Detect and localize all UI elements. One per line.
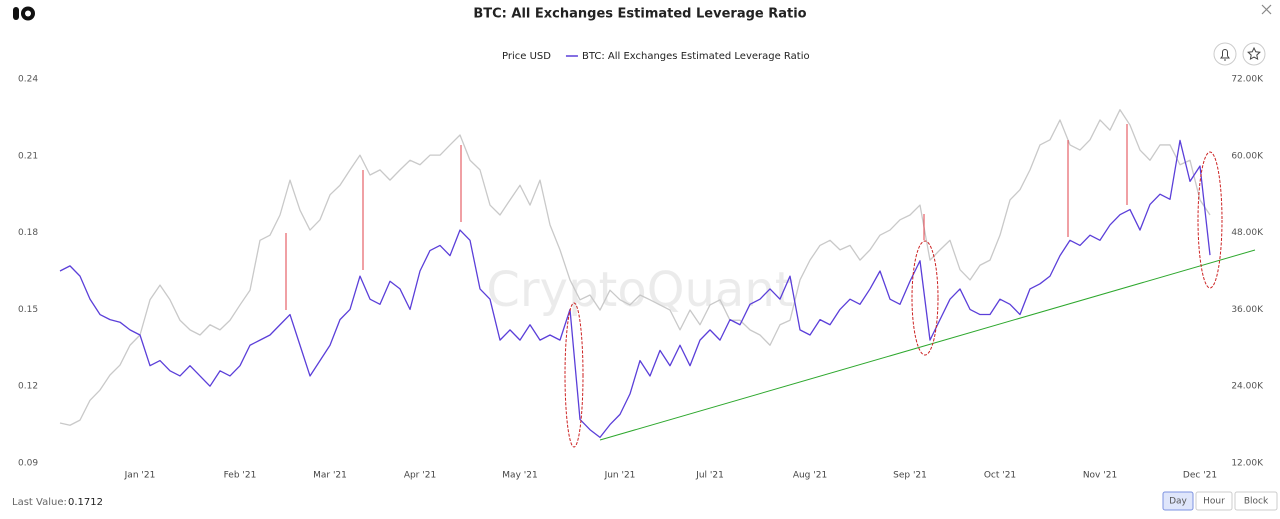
legend-entry[interactable]: Price USD [502,51,551,62]
close-icon[interactable] [1261,4,1272,15]
resolution-button[interactable] [1162,491,1194,511]
footer: Last Value: 0.1712 Day Hour Block [12,491,1278,511]
resolution-label[interactable]: Day [1169,497,1187,507]
resolution-label[interactable]: Hour [1203,497,1225,507]
y2-tick-label: 48.00K [1231,228,1264,238]
series-line [59,139,1211,439]
x-tick-label: Sep '21 [893,471,927,481]
x-tick-label: Feb '21 [224,471,257,481]
alert-button[interactable] [1213,42,1237,66]
y-tick-label: 0.09 [18,459,38,469]
highlight-ellipses [564,151,1223,448]
y2-tick-label: 36.00K [1231,305,1264,315]
watermark: CryptoQuant [486,262,793,318]
y2-tick-label: 24.00K [1231,382,1264,392]
plot-area: 0.09 0.12 0.15 0.18 0.21 0.24 12.00K 24.00K 36.0… [18,75,1264,481]
y-tick-label: 0.15 [18,305,38,315]
x-tick-label: Jun '21 [604,471,636,481]
x-tick-label: Aug '21 [793,471,827,481]
resolution-button[interactable] [1195,491,1233,511]
y-tick-label: 0.21 [18,151,38,161]
y-tick-label: 0.18 [18,228,38,238]
x-tick-label: Nov '21 [1083,471,1117,481]
logo[interactable] [13,6,35,21]
y-tick-label: 0.12 [18,382,38,392]
x-tick-label: Jan '21 [124,471,156,481]
x-tick-label: Jul '21 [695,471,724,481]
annotations [285,124,1256,448]
trend-line [599,249,1256,441]
y2-tick-label: 72.00K [1231,75,1264,85]
series-line [59,109,1211,426]
x-tick-label: Dec '21 [1183,471,1217,481]
resolution-button[interactable] [1234,491,1278,511]
x-tick-label: Oct '21 [984,471,1016,481]
resolution-label[interactable]: Block [1244,497,1269,507]
legend: Price USD BTC: All Exchanges Estimated Le… [502,51,810,62]
last-value-label: Last Value: [12,497,67,508]
x-tick-label: May '21 [502,471,537,481]
y-tick-label: 0.24 [18,75,38,85]
last-value: 0.1712 [68,497,103,508]
x-tick-label: Apr '21 [404,471,436,481]
y2-tick-label: 60.00K [1231,151,1264,161]
highlight-lines [285,124,1128,310]
legend-entry[interactable]: BTC: All Exchanges Estimated Leverage Ra… [582,51,810,62]
chart-title: BTC: All Exchanges Estimated Leverage Ra… [473,7,806,22]
y2-tick-label: 12.00K [1231,459,1264,469]
x-tick-label: Mar '21 [313,471,347,481]
favorite-button[interactable] [1242,42,1266,66]
